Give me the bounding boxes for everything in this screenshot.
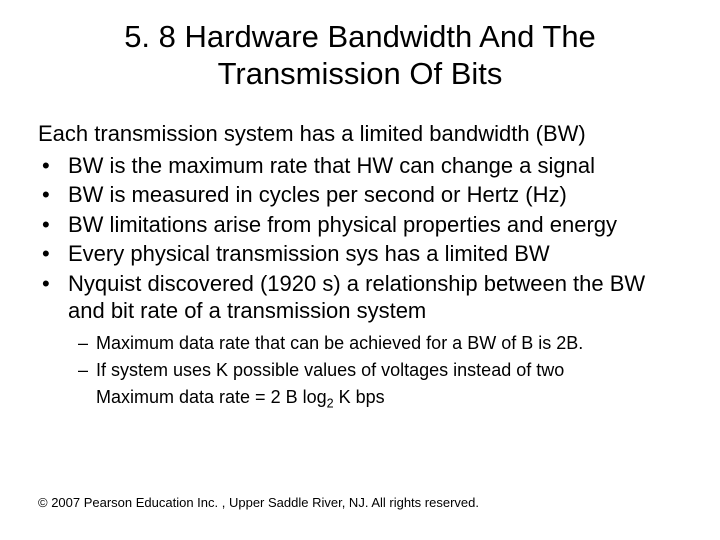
list-item: Nyquist discovered (1920 s) a relationsh… [38,270,682,325]
formula-prefix: Maximum data rate = 2 B log [96,387,327,407]
sub-list: Maximum data rate that can be achieved f… [38,331,682,383]
copyright-footer: © 2007 Pearson Education Inc. , Upper Sa… [38,495,479,510]
sub-item: If system uses K possible values of volt… [78,358,682,382]
list-item: BW is the maximum rate that HW can chang… [38,152,682,180]
formula-subscript: 2 [327,397,334,411]
slide: 5. 8 Hardware Bandwidth And The Transmis… [0,0,720,540]
list-item: BW is measured in cycles per second or H… [38,181,682,209]
list-item: BW limitations arise from physical prope… [38,211,682,239]
formula-suffix: K bps [334,387,385,407]
intro-text: Each transmission system has a limited b… [38,120,682,148]
list-item: Every physical transmission sys has a li… [38,240,682,268]
sub-item: Maximum data rate that can be achieved f… [78,331,682,355]
bullet-list: BW is the maximum rate that HW can chang… [38,152,682,325]
sub-continuation: Maximum data rate = 2 B log2 K bps [38,385,682,413]
slide-title: 5. 8 Hardware Bandwidth And The Transmis… [38,18,682,92]
